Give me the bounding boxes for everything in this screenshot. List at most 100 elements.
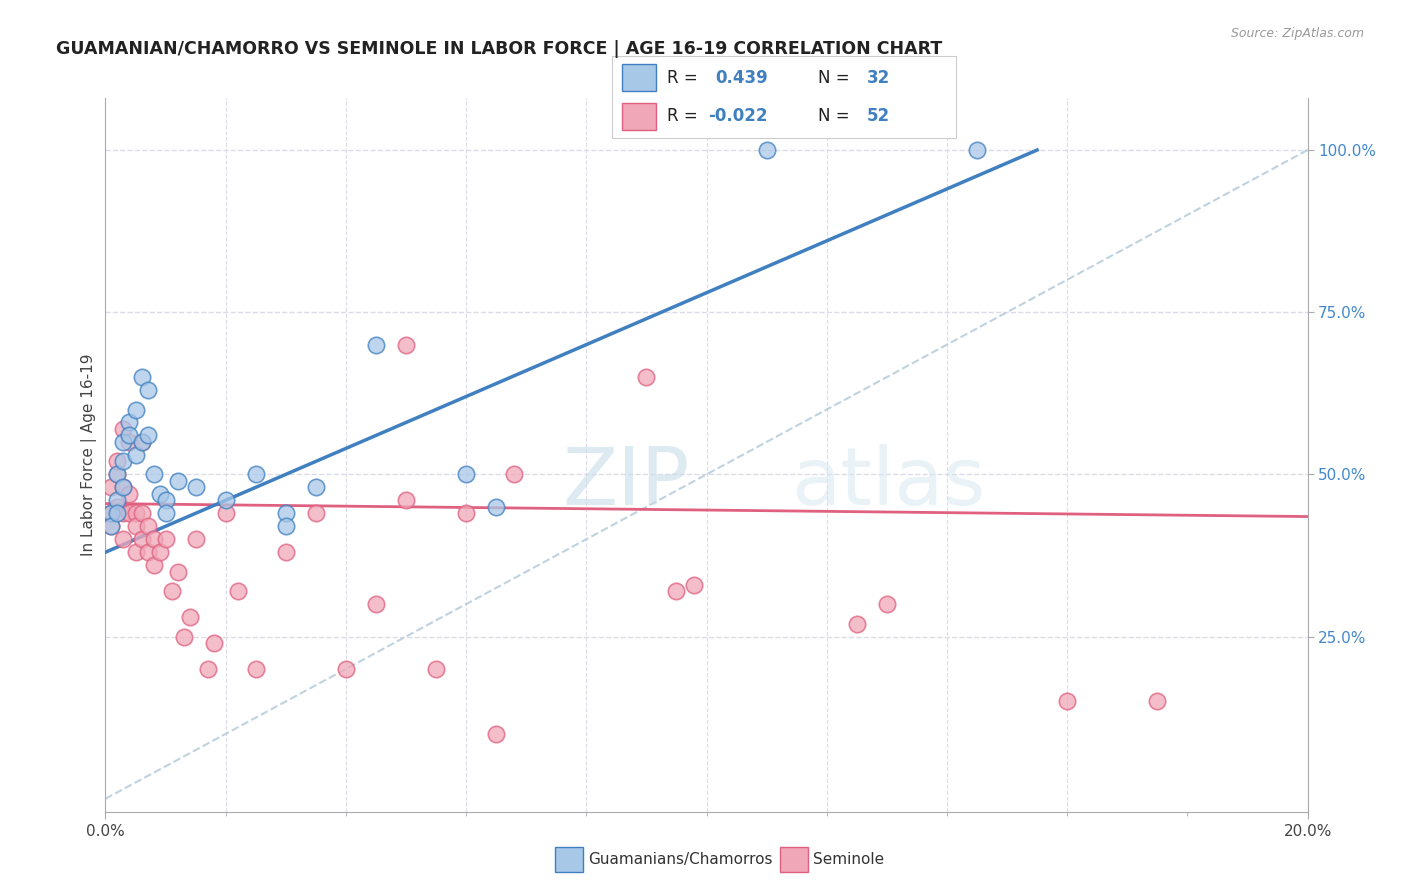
Point	[142, 558, 165, 573]
Text: Source: ZipAtlas.com: Source: ZipAtlas.com	[1230, 27, 1364, 40]
Point	[136, 519, 159, 533]
Point	[274, 545, 297, 559]
Point	[100, 519, 122, 533]
Text: -0.022: -0.022	[709, 107, 768, 125]
Point	[274, 506, 297, 520]
Point	[305, 506, 328, 520]
Point	[202, 636, 225, 650]
Text: Seminole: Seminole	[813, 853, 884, 867]
Point	[166, 565, 188, 579]
Point	[274, 519, 297, 533]
Point	[160, 584, 183, 599]
Point	[118, 506, 141, 520]
Point	[100, 506, 122, 520]
Point	[245, 662, 267, 676]
Text: atlas: atlas	[790, 444, 986, 523]
Text: N =: N =	[818, 107, 855, 125]
Point	[214, 493, 236, 508]
Point	[131, 533, 153, 547]
Point	[112, 480, 135, 494]
Point	[100, 506, 122, 520]
Text: 32: 32	[866, 70, 890, 87]
Point	[112, 434, 135, 449]
Point	[124, 448, 146, 462]
Point	[124, 519, 146, 533]
Point	[118, 487, 141, 501]
Point	[845, 616, 868, 631]
Point	[1056, 694, 1078, 708]
Point	[454, 506, 477, 520]
Text: R =: R =	[666, 70, 709, 87]
Text: R =: R =	[666, 107, 703, 125]
Point	[118, 434, 141, 449]
Point	[107, 506, 129, 520]
Point	[485, 500, 508, 514]
Point	[305, 480, 328, 494]
Point	[148, 487, 170, 501]
Point	[131, 506, 153, 520]
Point	[636, 370, 658, 384]
Point	[364, 597, 387, 611]
Point	[112, 506, 135, 520]
Text: Guamanians/Chamorros: Guamanians/Chamorros	[588, 853, 772, 867]
Point	[245, 467, 267, 482]
Point	[503, 467, 526, 482]
Point	[107, 467, 129, 482]
Point	[665, 584, 688, 599]
Point	[966, 143, 988, 157]
Point	[118, 428, 141, 442]
Point	[755, 143, 778, 157]
Point	[683, 577, 706, 591]
Point	[364, 337, 387, 351]
Bar	[621, 103, 657, 130]
Point	[876, 597, 898, 611]
Point	[425, 662, 447, 676]
Point	[335, 662, 357, 676]
Point	[1146, 694, 1168, 708]
Point	[107, 493, 129, 508]
Point	[124, 506, 146, 520]
Point	[395, 493, 418, 508]
Point	[454, 467, 477, 482]
Point	[124, 402, 146, 417]
Point	[112, 454, 135, 468]
Y-axis label: In Labor Force | Age 16-19: In Labor Force | Age 16-19	[82, 353, 97, 557]
Point	[136, 383, 159, 397]
Point	[485, 727, 508, 741]
Point	[112, 533, 135, 547]
Point	[197, 662, 219, 676]
Point	[131, 434, 153, 449]
Point	[179, 610, 201, 624]
Text: 52: 52	[866, 107, 890, 125]
Text: GUAMANIAN/CHAMORRO VS SEMINOLE IN LABOR FORCE | AGE 16-19 CORRELATION CHART: GUAMANIAN/CHAMORRO VS SEMINOLE IN LABOR …	[56, 40, 942, 58]
Point	[107, 467, 129, 482]
Point	[100, 480, 122, 494]
Point	[166, 474, 188, 488]
Point	[214, 506, 236, 520]
Point	[112, 422, 135, 436]
Point	[136, 545, 159, 559]
Point	[112, 480, 135, 494]
Point	[131, 370, 153, 384]
Point	[142, 467, 165, 482]
Point	[395, 337, 418, 351]
Point	[118, 416, 141, 430]
Point	[107, 454, 129, 468]
Point	[184, 480, 207, 494]
Text: 0.439: 0.439	[716, 70, 768, 87]
Point	[226, 584, 249, 599]
Point	[155, 533, 177, 547]
Point	[173, 630, 195, 644]
Point	[136, 428, 159, 442]
Text: N =: N =	[818, 70, 855, 87]
Point	[107, 500, 129, 514]
Bar	[621, 64, 657, 92]
Point	[100, 519, 122, 533]
Point	[155, 493, 177, 508]
Point	[155, 506, 177, 520]
Point	[142, 533, 165, 547]
Point	[184, 533, 207, 547]
Text: ZIP: ZIP	[562, 444, 689, 523]
Point	[148, 545, 170, 559]
Point	[124, 545, 146, 559]
